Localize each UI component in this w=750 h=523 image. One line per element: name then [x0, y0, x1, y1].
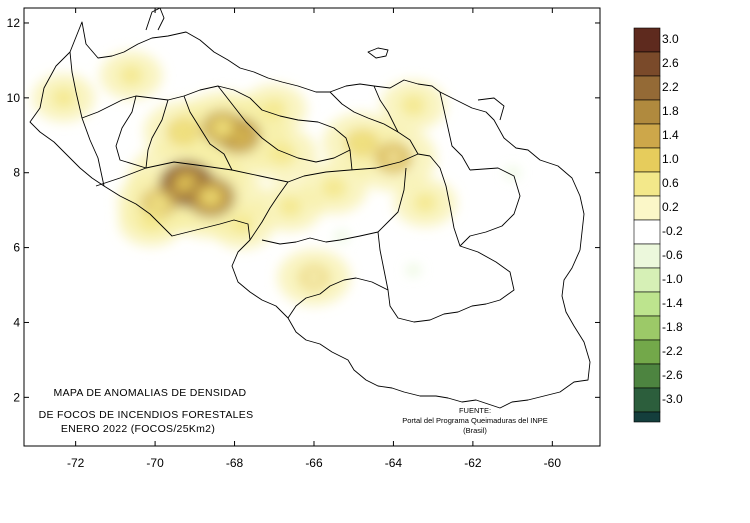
legend-swatch — [633, 171, 661, 197]
legend-swatch — [633, 99, 661, 125]
x-tick-label: -68 — [226, 456, 244, 470]
title-line-3: ENERO 2022 (FOCOS/25Km2) — [61, 423, 215, 435]
legend-label: -1.0 — [662, 272, 683, 286]
state-border-08 — [115, 95, 147, 169]
axes: -72 -70 -68 -66 -64 -62 -60 2 4 6 8 10 12 — [7, 8, 600, 470]
state-border-09 — [183, 95, 233, 171]
guiana-east-border — [377, 155, 515, 323]
anomaly-contour — [320, 176, 347, 199]
state-border-15 — [145, 99, 169, 169]
legend-label: -0.6 — [662, 248, 683, 262]
y-tick-label: 2 — [13, 390, 20, 404]
legend-swatch — [633, 387, 661, 413]
legend-swatch — [633, 75, 661, 101]
legend-label: 1.4 — [662, 128, 679, 142]
source-line-2: Portal del Programa Queimaduras del INPE — [402, 416, 548, 425]
legend-swatch — [633, 27, 661, 53]
x-tick-label: -72 — [67, 456, 85, 470]
legend-label: -3.0 — [662, 392, 683, 406]
legend-swatch — [633, 243, 661, 269]
y-tick-label: 10 — [7, 91, 21, 105]
x-tick-label: -66 — [305, 456, 323, 470]
anomaly-contour — [277, 196, 303, 217]
x-tick-label: -70 — [146, 456, 164, 470]
legend-label: 1.0 — [662, 152, 679, 166]
anomaly-contour — [413, 193, 437, 213]
anomaly-contour — [214, 120, 231, 135]
legend-swatch-bottom — [633, 411, 661, 423]
state-border-14 — [439, 91, 471, 171]
anomaly-contour — [119, 65, 143, 85]
y-tick-label: 12 — [7, 16, 21, 30]
legend-swatch — [633, 267, 661, 293]
y-tick-label: 4 — [13, 315, 20, 329]
margarita-island — [367, 47, 389, 59]
legend-label: -1.8 — [662, 320, 683, 334]
anomaly-contour — [230, 215, 255, 235]
y-tick-label: 6 — [13, 241, 20, 255]
anomaly-negative — [505, 167, 520, 178]
source-note: FUENTE: Portal del Programa Queimaduras … — [402, 406, 548, 435]
legend-swatch — [633, 195, 661, 221]
x-tick-label: -60 — [544, 456, 562, 470]
state-border-02 — [249, 181, 289, 241]
anomaly-contour — [401, 95, 426, 116]
legend-swatch — [633, 315, 661, 341]
title-line-2: DE FOCOS DE INCENDIOS FORESTALES — [39, 409, 254, 421]
state-border-05 — [287, 277, 389, 319]
state-border-12 — [329, 91, 419, 155]
source-line-3: (Brasil) — [463, 426, 487, 435]
legend-label: -1.4 — [662, 296, 683, 310]
legend-swatch — [633, 291, 661, 317]
map-title: MAPA DE ANOMALIAS DE DENSIDAD DE FOCOS D… — [39, 387, 254, 435]
legend-label: 2.6 — [662, 56, 679, 70]
state-border-13 — [373, 85, 399, 133]
anomaly-contour — [147, 193, 171, 213]
x-tick-label: -62 — [464, 456, 482, 470]
x-tick-label: -64 — [385, 456, 403, 470]
legend-label: 2.2 — [662, 80, 679, 94]
anomaly-contour — [204, 192, 217, 202]
source-line-1: FUENTE: — [459, 406, 491, 415]
legend-swatch — [633, 339, 661, 365]
anomaly-contour — [305, 270, 323, 285]
legend-swatch — [633, 219, 661, 245]
anomaly-contour — [138, 211, 164, 232]
paraguana-peninsula — [145, 8, 165, 31]
venezuela-outline — [29, 21, 591, 409]
anomaly-field — [32, 51, 520, 306]
state-border-03 — [261, 167, 407, 245]
legend-label: -0.2 — [662, 224, 683, 238]
title-line-1: MAPA DE ANOMALIAS DE DENSIDAD — [54, 387, 247, 399]
state-border-11 — [249, 97, 351, 151]
legend-swatch — [633, 123, 661, 149]
state-border-10 — [217, 85, 353, 171]
borders — [29, 8, 591, 409]
legend-label: 0.2 — [662, 200, 679, 214]
legend-swatch — [633, 147, 661, 173]
anomaly-contour — [351, 134, 372, 151]
anomaly-contour — [262, 98, 287, 120]
legend-swatch — [633, 363, 661, 389]
anomaly-contour — [387, 152, 400, 163]
anomaly-contour — [52, 88, 76, 108]
anomaly-negative — [406, 265, 421, 276]
state-border-04 — [459, 167, 521, 247]
legend-swatch — [633, 51, 661, 77]
legend-label: 0.6 — [662, 176, 679, 190]
legend-label: 1.8 — [662, 104, 679, 118]
legend: 3.0 2.6 2.2 1.8 1.4 1.0 0.6 0.2 -0.2 -0.6 -1.0 -1.4… — [633, 27, 683, 423]
state-border-07 — [69, 51, 105, 187]
legend-label: -2.6 — [662, 368, 683, 382]
legend-label: -2.2 — [662, 344, 683, 358]
legend-label: 3.0 — [662, 32, 679, 46]
anomaly-contour — [173, 123, 193, 140]
y-tick-label: 8 — [13, 166, 20, 180]
state-border-06 — [81, 85, 251, 119]
trinidad-coast — [477, 97, 505, 121]
